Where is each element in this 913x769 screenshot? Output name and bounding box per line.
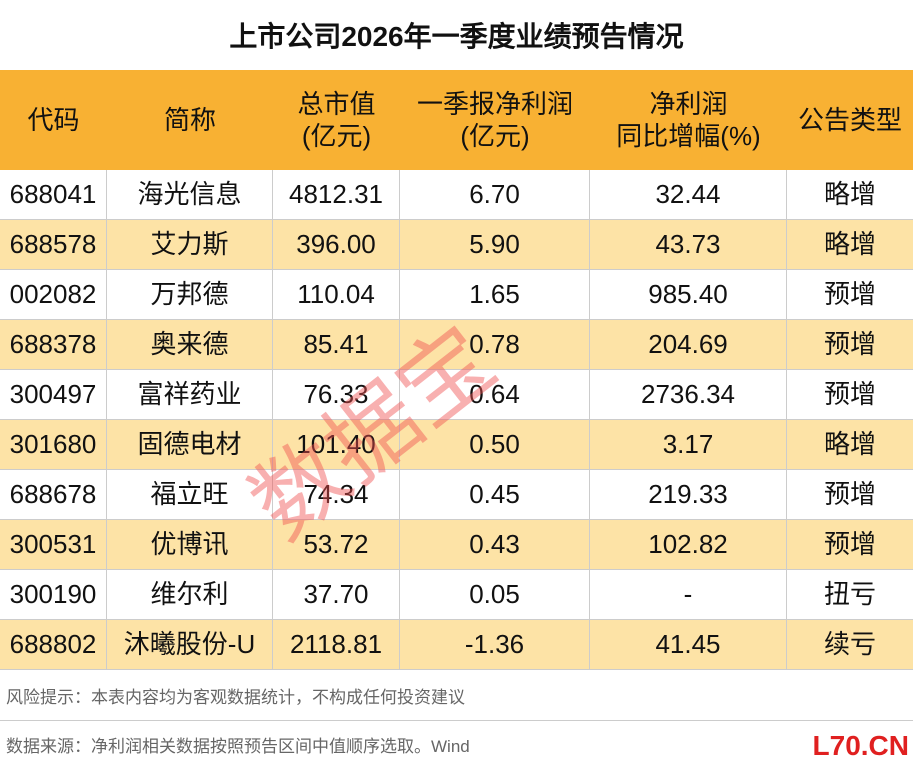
- header-line: 净利润: [649, 88, 728, 119]
- table-cell: 万邦德: [107, 270, 273, 320]
- table-cell: 985.40: [590, 270, 787, 320]
- table-cell: 688041: [0, 170, 107, 220]
- table-cell: 300531: [0, 520, 107, 570]
- table-cell: 固德电材: [107, 420, 273, 470]
- table-cell: 预增: [787, 320, 913, 370]
- table-cell: 0.64: [400, 370, 590, 420]
- table-cell: 300497: [0, 370, 107, 420]
- table-cell: 32.44: [590, 170, 787, 220]
- table-cell: 0.45: [400, 470, 590, 520]
- header-line: 简称: [163, 104, 216, 135]
- table-cell: 艾力斯: [107, 220, 273, 270]
- header-cell: 一季报净利润 (亿元): [400, 70, 590, 170]
- table-cell: 扭亏: [787, 570, 913, 620]
- table-cell: 102.82: [590, 520, 787, 570]
- source-note: 数据来源：净利润相关数据按照预告区间中值顺序选取。Wind: [6, 736, 470, 756]
- table-cell: 0.43: [400, 520, 590, 570]
- table-cell: 预增: [787, 520, 913, 570]
- table-cell: 53.72: [273, 520, 400, 570]
- table-cell: -: [590, 570, 787, 620]
- table-cell: 219.33: [590, 470, 787, 520]
- header-line: 代码: [27, 104, 80, 135]
- header-cell: 代码: [0, 70, 107, 170]
- title: 上市公司2026年一季度业绩预告情况: [229, 21, 684, 52]
- table-cell: 101.40: [273, 420, 400, 470]
- header-line: 公告类型: [797, 104, 902, 135]
- table-cell: 福立旺: [107, 470, 273, 520]
- table-cell: 4812.31: [273, 170, 400, 220]
- header-cell: 简称: [107, 70, 273, 170]
- table-cell: 688678: [0, 470, 107, 520]
- table-cell: 2736.34: [590, 370, 787, 420]
- table-cell: 略增: [787, 420, 913, 470]
- table-cell: 85.41: [273, 320, 400, 370]
- table-cell: 301680: [0, 420, 107, 470]
- table-cell: 688802: [0, 620, 107, 670]
- table-cell: 预增: [787, 370, 913, 420]
- header-cell: 净利润 同比增幅(%): [590, 70, 787, 170]
- table-cell: 6.70: [400, 170, 590, 220]
- header-line: 同比增幅(%): [616, 121, 761, 151]
- table-cell: 略增: [787, 170, 913, 220]
- table-cell: 富祥药业: [107, 370, 273, 420]
- table-cell: 海光信息: [107, 170, 273, 220]
- table-cell: 奥来德: [107, 320, 273, 370]
- table-cell: 3.17: [590, 420, 787, 470]
- table-cell: 0.50: [400, 420, 590, 470]
- table-cell: 0.05: [400, 570, 590, 620]
- table-cell: 2118.81: [273, 620, 400, 670]
- header-line: (亿元): [460, 121, 530, 151]
- header-cell: 总市值 (亿元): [273, 70, 400, 170]
- table-cell: 74.34: [273, 470, 400, 520]
- header-line: 总市值: [297, 88, 376, 119]
- table-cell: 维尔利: [107, 570, 273, 620]
- table-cell: 优博讯: [107, 520, 273, 570]
- table-cell: 0.78: [400, 320, 590, 370]
- table-cell: 37.70: [273, 570, 400, 620]
- table-cell: 688378: [0, 320, 107, 370]
- table-cell: 沐曦股份-U: [107, 620, 273, 670]
- header-cell: 公告类型: [787, 70, 913, 170]
- table-cell: 110.04: [273, 270, 400, 320]
- table-cell: 204.69: [590, 320, 787, 370]
- divider: [0, 720, 913, 721]
- table-cell: 002082: [0, 270, 107, 320]
- table-cell: 41.45: [590, 620, 787, 670]
- table-cell: 76.33: [273, 370, 400, 420]
- table-cell: 预增: [787, 270, 913, 320]
- table-cell: 688578: [0, 220, 107, 270]
- table-cell: 略增: [787, 220, 913, 270]
- table-cell: 43.73: [590, 220, 787, 270]
- table-cell: 300190: [0, 570, 107, 620]
- table-cell: 续亏: [787, 620, 913, 670]
- header-line: 一季报净利润: [416, 88, 573, 119]
- logo: L70.CN: [812, 730, 909, 761]
- table-cell: 预增: [787, 470, 913, 520]
- risk-note: 风险提示：本表内容均为客观数据统计，不构成任何投资建议: [6, 687, 465, 707]
- table-cell: 1.65: [400, 270, 590, 320]
- table-cell: -1.36: [400, 620, 590, 670]
- table-cell: 5.90: [400, 220, 590, 270]
- table-cell: 396.00: [273, 220, 400, 270]
- header-line: (亿元): [301, 121, 372, 151]
